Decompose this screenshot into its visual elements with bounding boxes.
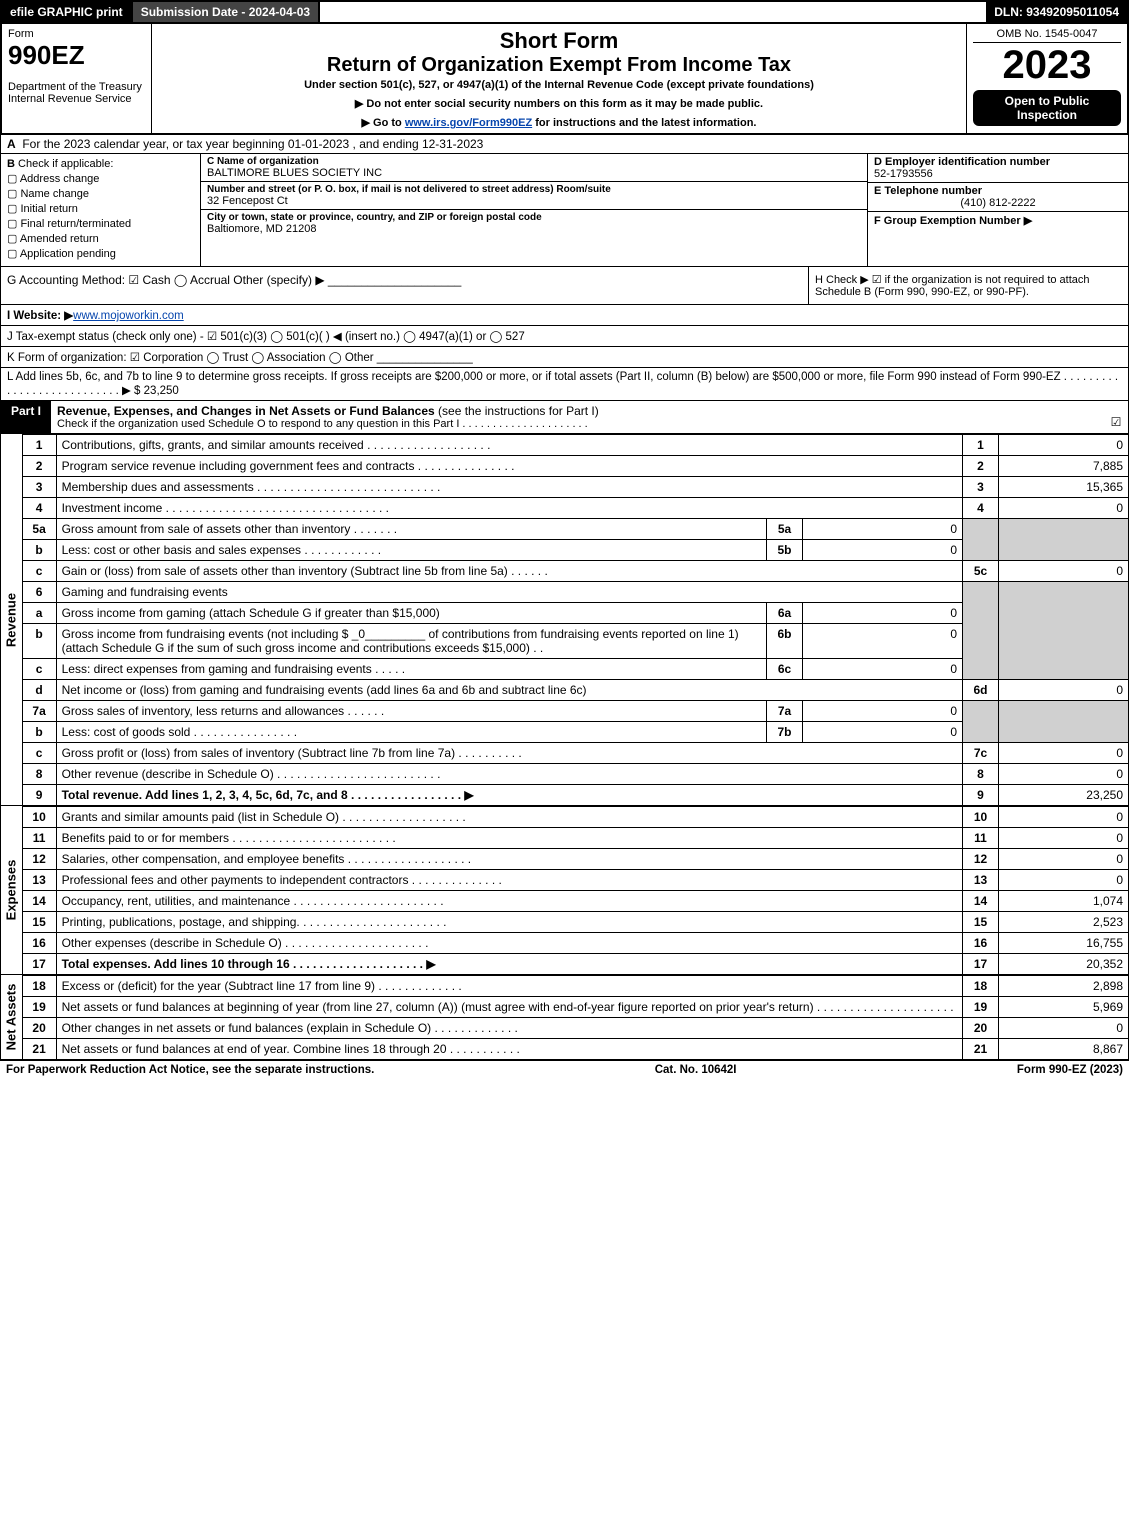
chk-application-pending[interactable]: Application pending [7, 247, 194, 260]
form-id-block: Form 990EZ Department of the Treasury In… [2, 24, 152, 133]
row-g-h: G Accounting Method: ☑ Cash ◯ Accrual Ot… [0, 267, 1129, 305]
line5b-value: 0 [803, 540, 963, 561]
line2-value: 7,885 [999, 456, 1129, 477]
phone-label: E Telephone number [874, 185, 1122, 197]
line3-value: 15,365 [999, 477, 1129, 498]
department-label: Department of the Treasury Internal Reve… [8, 81, 145, 105]
line10-value: 0 [999, 807, 1129, 828]
line6a-value: 0 [803, 603, 963, 624]
submission-date: Submission Date - 2024-04-03 [133, 2, 320, 22]
line6c-value: 0 [803, 659, 963, 680]
city-state-zip: Baltiomore, MD 21208 [207, 223, 861, 235]
short-form-title: Short Form [158, 28, 960, 54]
row-a-text: For the 2023 calendar year, or tax year … [22, 137, 483, 151]
ein-value: 52-1793556 [874, 168, 1122, 180]
part1-checkbox[interactable]: ☑ [1104, 401, 1128, 433]
ein-label: D Employer identification number [874, 156, 1122, 168]
phone-value: (410) 812-2222 [874, 197, 1122, 209]
line5a-value: 0 [803, 519, 963, 540]
line7b-value: 0 [803, 722, 963, 743]
section-b-through-f: B Check if applicable: Address change Na… [0, 154, 1129, 267]
line17-value: 20,352 [999, 954, 1129, 975]
revenue-table: 1Contributions, gifts, grants, and simil… [22, 434, 1129, 806]
org-name: BALTIMORE BLUES SOCIETY INC [207, 167, 861, 179]
catalog-number: Cat. No. 10642I [655, 1064, 737, 1076]
line5c-value: 0 [999, 561, 1129, 582]
line20-value: 0 [999, 1018, 1129, 1039]
line6d-value: 0 [999, 680, 1129, 701]
title-center: Short Form Return of Organization Exempt… [152, 24, 967, 133]
line-g: G Accounting Method: ☑ Cash ◯ Accrual Ot… [1, 267, 808, 304]
group-exemption-label: F Group Exemption Number ▶ [874, 214, 1122, 227]
form-number: 990EZ [8, 40, 145, 71]
line-j: J Tax-exempt status (check only one) - ☑… [0, 326, 1129, 347]
line11-value: 0 [999, 828, 1129, 849]
ssn-warning: ▶ Do not enter social security numbers o… [158, 97, 960, 110]
chk-amended-return[interactable]: Amended return [7, 232, 194, 245]
part1-tag: Part I [1, 401, 51, 433]
net-assets-table: 18Excess or (deficit) for the year (Subt… [22, 975, 1129, 1060]
net-assets-side-label: Net Assets [0, 975, 22, 1060]
page-footer: For Paperwork Reduction Act Notice, see … [0, 1060, 1129, 1079]
efile-label: efile GRAPHIC print [2, 2, 133, 22]
col-d-e-f: D Employer identification number 52-1793… [868, 154, 1128, 266]
title-right: OMB No. 1545-0047 2023 Open to Public In… [967, 24, 1127, 133]
omb-number: OMB No. 1545-0047 [973, 28, 1121, 43]
line-l: L Add lines 5b, 6c, and 7b to line 9 to … [0, 368, 1129, 401]
form-word: Form [8, 28, 145, 40]
under-section-text: Under section 501(c), 527, or 4947(a)(1)… [158, 79, 960, 91]
website-link[interactable]: www.mojoworkin.com [73, 310, 184, 322]
header-bar: efile GRAPHIC print Submission Date - 20… [0, 0, 1129, 24]
addr-label: Number and street (or P. O. box, if mail… [207, 184, 861, 195]
line1-value: 0 [999, 435, 1129, 456]
line12-value: 0 [999, 849, 1129, 870]
expenses-table: 10Grants and similar amounts paid (list … [22, 806, 1129, 975]
title-block: Form 990EZ Department of the Treasury In… [0, 24, 1129, 135]
chk-final-return[interactable]: Final return/terminated [7, 217, 194, 230]
col-b: B Check if applicable: Address change Na… [1, 154, 201, 266]
line6b-value: 0 [803, 624, 963, 659]
chk-initial-return[interactable]: Initial return [7, 202, 194, 215]
line19-value: 5,969 [999, 997, 1129, 1018]
street-address: 32 Fencepost Ct [207, 195, 861, 207]
dln-label: DLN: 93492095011054 [986, 2, 1127, 22]
city-label: City or town, state or province, country… [207, 212, 861, 223]
line15-value: 2,523 [999, 912, 1129, 933]
open-to-public: Open to Public Inspection [973, 90, 1121, 126]
org-name-label: C Name of organization [207, 156, 861, 167]
line9-value: 23,250 [999, 785, 1129, 806]
line8-value: 0 [999, 764, 1129, 785]
col-c: C Name of organization BALTIMORE BLUES S… [201, 154, 868, 266]
part1-sub: Check if the organization used Schedule … [57, 418, 1098, 430]
line7a-value: 0 [803, 701, 963, 722]
return-title: Return of Organization Exempt From Incom… [158, 54, 960, 77]
line7c-value: 0 [999, 743, 1129, 764]
line-i: I Website: ▶www.mojoworkin.com [0, 305, 1129, 326]
line4-value: 0 [999, 498, 1129, 519]
revenue-side-label: Revenue [0, 434, 22, 806]
line-h: H Check ▶ ☑ if the organization is not r… [808, 267, 1128, 304]
paperwork-notice: For Paperwork Reduction Act Notice, see … [6, 1064, 374, 1076]
expenses-side-label: Expenses [0, 806, 22, 975]
line21-value: 8,867 [999, 1039, 1129, 1060]
part1-title: Revenue, Expenses, and Changes in Net As… [57, 404, 435, 418]
line-k: K Form of organization: ☑ Corporation ◯ … [0, 347, 1129, 368]
irs-link[interactable]: www.irs.gov/Form990EZ [405, 117, 532, 129]
tax-year: 2023 [973, 43, 1121, 88]
part1-header: Part I Revenue, Expenses, and Changes in… [0, 401, 1129, 434]
chk-address-change[interactable]: Address change [7, 172, 194, 185]
row-a: A For the 2023 calendar year, or tax yea… [0, 135, 1129, 154]
form-ref: Form 990-EZ (2023) [1017, 1064, 1123, 1076]
goto-link-line: ▶ Go to www.irs.gov/Form990EZ for instru… [158, 116, 960, 129]
line16-value: 16,755 [999, 933, 1129, 954]
line13-value: 0 [999, 870, 1129, 891]
line14-value: 1,074 [999, 891, 1129, 912]
chk-name-change[interactable]: Name change [7, 187, 194, 200]
line18-value: 2,898 [999, 976, 1129, 997]
